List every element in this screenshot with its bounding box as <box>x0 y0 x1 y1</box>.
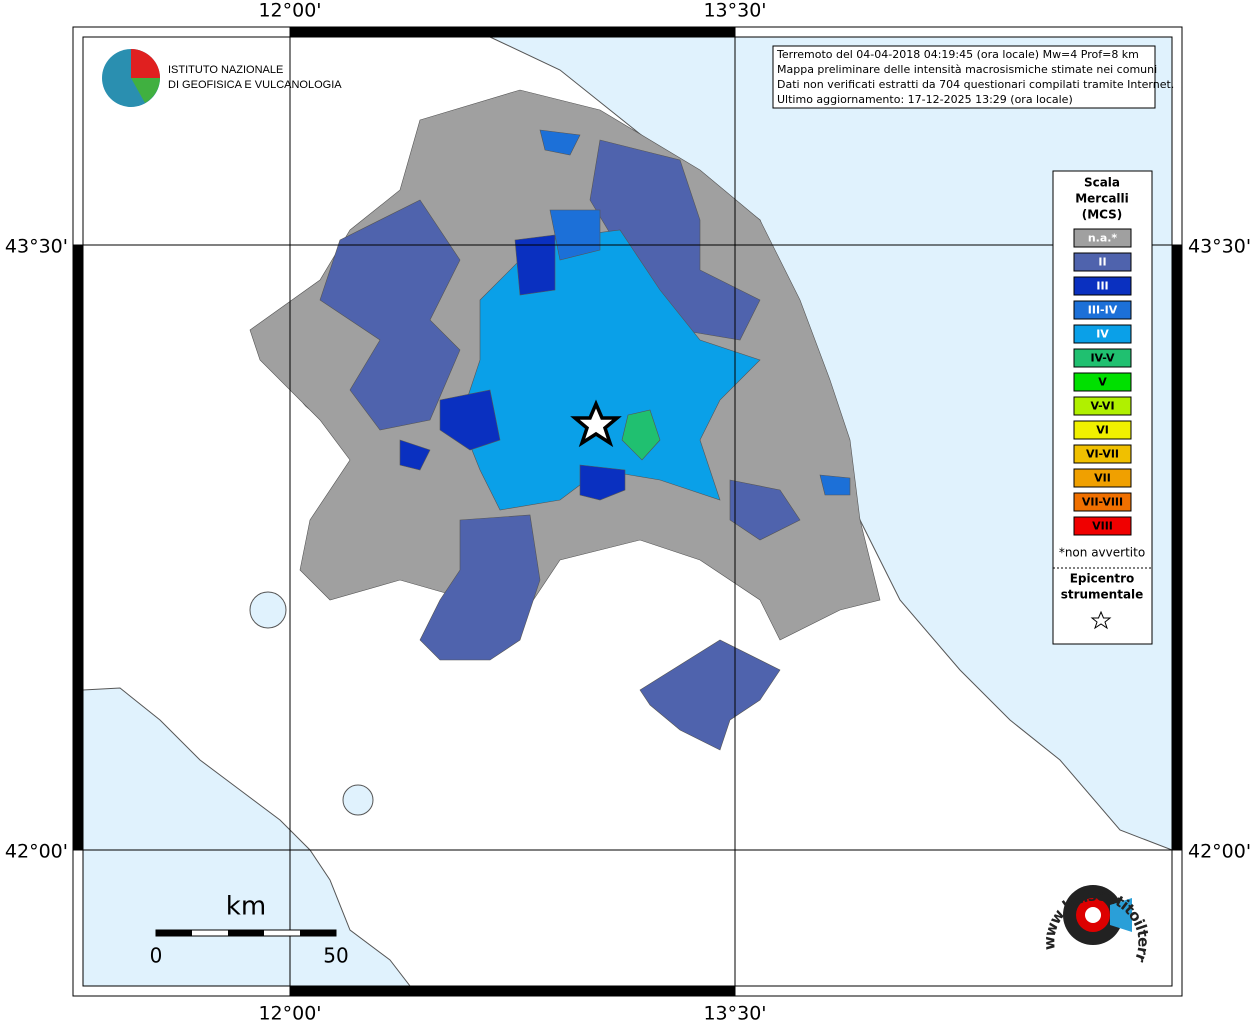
info-line: Ultimo aggiornamento: 17-12-2025 13:29 (… <box>777 93 1073 106</box>
frame-bar <box>290 27 735 37</box>
lat-label: 43°30' <box>1188 236 1251 258</box>
graticule <box>73 27 1182 996</box>
legend-swatch <box>1073 444 1132 464</box>
institute-name: ISTITUTO NAZIONALE <box>168 64 283 76</box>
legend-label: II <box>1098 256 1106 269</box>
legend-swatch <box>1073 468 1132 488</box>
area-iii <box>399 439 431 471</box>
frame-bar <box>290 986 735 996</box>
lon-label: 13°30' <box>703 0 766 22</box>
lon-label: 12°00' <box>258 1003 321 1025</box>
lake <box>342 784 374 816</box>
legend-swatch <box>1073 276 1132 296</box>
legend-label: VII <box>1094 472 1111 485</box>
area-ii <box>319 199 461 431</box>
legend-swatch <box>1073 324 1132 344</box>
legend: Scala Mercalli (MCS) *non avvertito Epic… <box>1052 170 1153 645</box>
area-iii <box>514 234 556 296</box>
area-ii <box>419 514 541 661</box>
logo-segment <box>131 49 160 78</box>
legend-swatch <box>1073 396 1132 416</box>
legend-note: *non avvertito <box>1059 546 1145 560</box>
inner-frame <box>82 36 1173 987</box>
lat-label: 42°00' <box>5 841 68 863</box>
legend-label: V <box>1098 376 1107 389</box>
scale-seg <box>300 930 336 936</box>
area-iii-iv <box>539 129 581 156</box>
epicenter <box>570 399 622 448</box>
legend-label: VII-VIII <box>1082 496 1123 509</box>
legend-epicenter: strumentale <box>1061 588 1144 602</box>
ingv-logo: ISTITUTO NAZIONALE DI GEOFISICA E VULCAN… <box>102 49 342 107</box>
scale-label: 0 <box>150 944 163 968</box>
scale-bar: km 0 50 <box>150 892 349 968</box>
legend-swatch <box>1073 252 1132 272</box>
legend-title: Scala <box>1084 176 1120 190</box>
legend-title: (MCS) <box>1082 208 1123 222</box>
frame-bars <box>73 27 1182 996</box>
logo-horn <box>1110 898 1132 932</box>
info-line: Dati non verificati estratti da 704 ques… <box>777 78 1174 91</box>
scale-seg <box>156 930 192 936</box>
legend-label: III <box>1096 280 1108 293</box>
logo-segment <box>131 78 160 103</box>
legend-label: IV <box>1096 328 1109 341</box>
lat-label: 42°00' <box>1188 841 1251 863</box>
area-iii <box>439 389 501 451</box>
institute-name: DI GEOFISICA E VULCANOLOGIA <box>168 79 342 91</box>
logo-target <box>1085 907 1101 923</box>
area-ii <box>729 479 801 541</box>
lake <box>249 591 287 629</box>
legend-swatch <box>1073 228 1132 248</box>
scale-seg <box>228 930 264 936</box>
legend-label: V-VI <box>1090 400 1114 413</box>
legend-swatch <box>1073 420 1132 440</box>
legend-label: III-IV <box>1088 304 1118 317</box>
scale-unit: km <box>226 892 266 922</box>
info-line: Terremoto del 04-04-2018 04:19:45 (ora l… <box>776 48 1139 61</box>
legend-label: VI-VII <box>1086 448 1119 461</box>
municipalities <box>249 89 881 751</box>
area-ii <box>639 639 781 751</box>
area-iii-iv <box>819 474 851 496</box>
legend-epicenter: Epicentro <box>1070 572 1135 586</box>
legend-swatch <box>1073 348 1132 368</box>
area-iv-v <box>621 409 661 461</box>
legend-swatch <box>1073 516 1132 536</box>
legend-swatch <box>1073 372 1132 392</box>
lon-label: 12°00' <box>258 0 321 22</box>
legend-title: Mercalli <box>1075 192 1129 206</box>
legend-label: IV-V <box>1090 352 1115 365</box>
frame-bar <box>73 245 83 850</box>
frame-bar <box>1172 245 1182 850</box>
legend-label: VI <box>1096 424 1109 437</box>
info-line: Mappa preliminare delle intensità macros… <box>777 63 1157 76</box>
legend-swatch <box>1073 492 1132 512</box>
area-iv <box>459 229 761 511</box>
scale-label: 50 <box>323 944 348 968</box>
area-iii-iv <box>549 209 601 261</box>
area-iii <box>579 464 626 501</box>
legend-star <box>1090 610 1112 630</box>
legend-label: n.a.* <box>1088 232 1118 245</box>
legend-label: VIII <box>1092 520 1113 533</box>
info-box <box>772 45 1156 109</box>
lon-label: 13°30' <box>703 1003 766 1025</box>
lat-label: 43°30' <box>5 236 68 258</box>
legend-swatch <box>1073 300 1132 320</box>
